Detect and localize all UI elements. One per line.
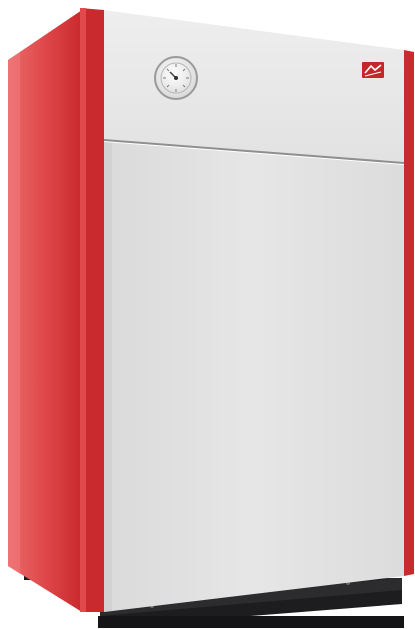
panel-seam: [103, 139, 405, 164]
front-trim-right: [404, 50, 414, 576]
thermometer-gauge-icon: [154, 56, 198, 100]
front-panel: [104, 142, 404, 612]
front-trim-left: [80, 8, 104, 612]
brand-logo-badge: [362, 62, 384, 78]
side-panel: [8, 10, 82, 612]
upper-control-panel: [104, 10, 404, 162]
